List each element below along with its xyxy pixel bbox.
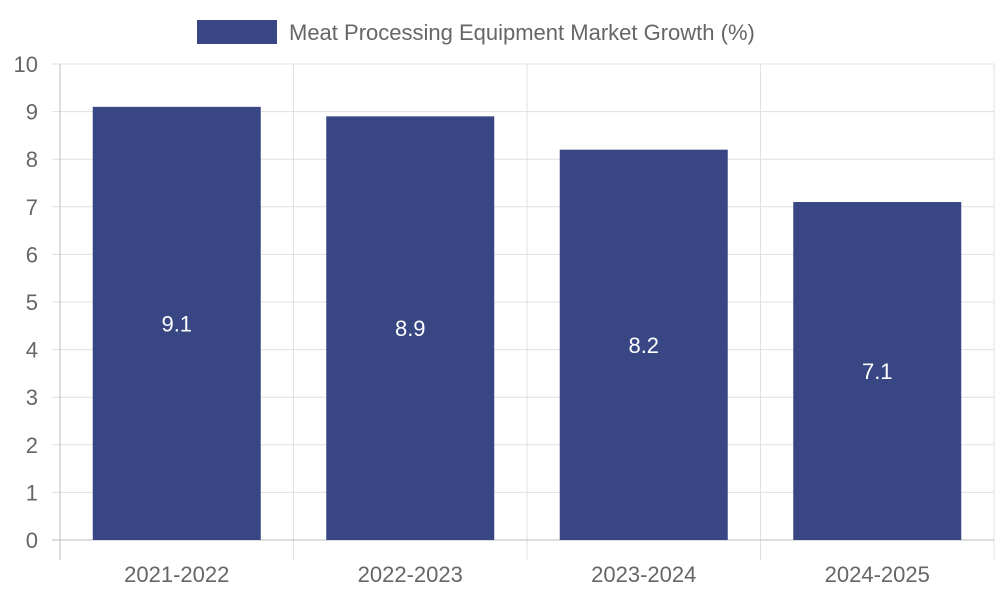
x-tick-label: 2024-2025 [825,562,930,587]
y-tick-label: 7 [26,195,38,220]
y-tick-label: 3 [26,385,38,410]
y-tick-label: 6 [26,242,38,267]
y-tick-label: 8 [26,147,38,172]
bar[interactable] [92,106,261,540]
x-tick-label: 2022-2023 [358,562,463,587]
x-tick-label: 2023-2024 [591,562,696,587]
legend-swatch [197,20,277,44]
bars [92,106,962,541]
x-tick-label: 2021-2022 [124,562,229,587]
legend[interactable]: Meat Processing Equipment Market Growth … [197,20,755,45]
y-tick-label: 10 [14,52,38,77]
y-tick-label: 5 [26,290,38,315]
bar-value-label: 7.1 [862,359,893,384]
y-tick-label: 9 [26,100,38,125]
y-tick-label: 0 [26,528,38,553]
legend-label: Meat Processing Equipment Market Growth … [289,20,755,45]
bar-value-label: 9.1 [161,311,192,336]
bar[interactable] [559,149,728,540]
y-tick-label: 4 [26,338,38,363]
bar-value-label: 8.9 [395,316,426,341]
bar[interactable] [793,202,962,541]
bar[interactable] [326,116,495,541]
data-labels: 9.1 8.9 8.2 7.1 [161,311,892,384]
bar-value-label: 8.2 [628,333,659,358]
axes: 0 1 2 3 4 5 6 7 8 9 10 2021-2022 2022-2023 2023-2024 2… [14,52,994,587]
y-tick-label: 2 [26,433,38,458]
y-tick-label: 1 [26,480,38,505]
